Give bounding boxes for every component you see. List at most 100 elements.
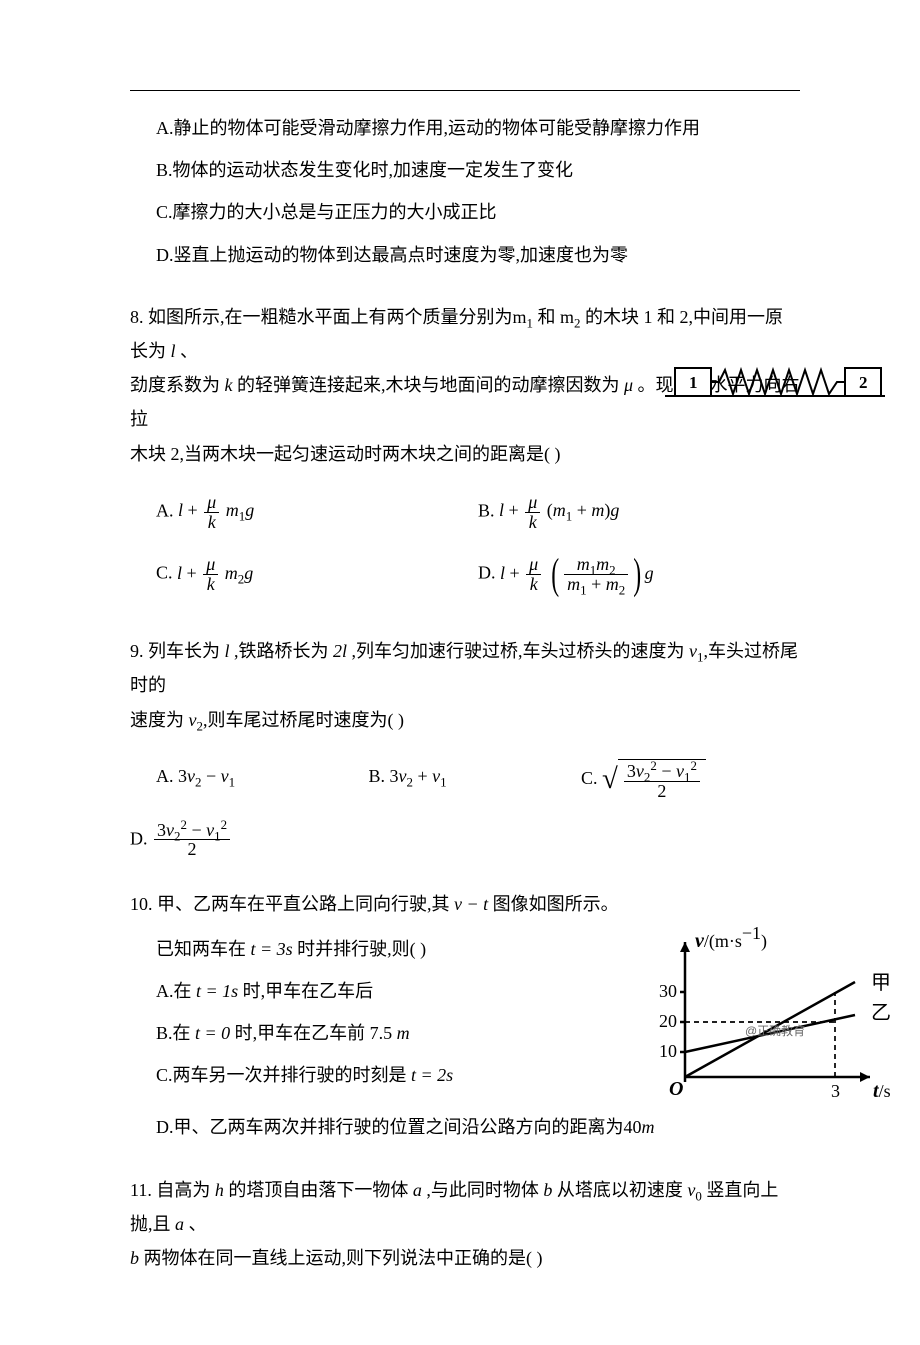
question-9: 9. 列车长为 l ,铁路桥长为 2l ,列车匀加速行驶过桥,车头过桥头的速度为…	[130, 634, 800, 859]
q8-text4: 劲度系数为	[130, 375, 220, 395]
t: C.两车另一次并排行驶的时刻是	[156, 1065, 407, 1085]
t: A.在	[156, 981, 192, 1001]
m2-base: m	[560, 307, 574, 327]
q9-option-b: B. 3v2 + v1	[369, 759, 582, 801]
lead: B.	[369, 766, 390, 786]
x3: 3	[831, 1081, 840, 1101]
lead: D.	[130, 828, 152, 848]
box1-label: 1	[689, 373, 698, 392]
q8-m2: m2	[560, 307, 581, 327]
q8-and: 和	[533, 307, 560, 327]
lead: A.	[156, 766, 178, 786]
lead: C.	[156, 563, 177, 583]
q8-text: 如图所示,在一粗糙水平面上有两个质量分别为	[144, 307, 513, 327]
lead: B.	[478, 500, 499, 520]
b: b	[539, 1180, 557, 1200]
a2: a	[171, 1214, 189, 1234]
d: 40	[624, 1117, 642, 1137]
expr: 3v2 − v1	[178, 766, 235, 786]
l: l	[220, 641, 234, 661]
q8-text5: 的轻弹簧连接起来,木块与地面间的动摩擦因数为	[237, 375, 620, 395]
q11-stem: 11. 自高为 h 的塔顶自由落下一物体 a ,与此同时物体 b 从塔底以初速度…	[130, 1173, 800, 1276]
xl-u: /s	[879, 1081, 891, 1101]
q9-option-a: A. 3v2 − v1	[156, 759, 369, 801]
q8-l: l	[166, 341, 180, 361]
expr: 3v22 − v12 2	[152, 828, 232, 848]
yl-u: /(m·s	[704, 931, 742, 952]
q7-option-a: A.静止的物体可能受滑动摩擦力作用,运动的物体可能受静摩擦力作用	[156, 111, 800, 145]
y30: 30	[659, 981, 677, 1001]
q8-text3: 、	[180, 341, 198, 361]
a: a	[408, 1180, 426, 1200]
q8-mu: μ	[620, 375, 638, 395]
question-10: 10. 甲、乙两车在平直公路上同向行驶,其 v − t 图像如图所示。 已知两车…	[130, 887, 800, 1144]
spring-diagram: 1 2	[665, 360, 885, 400]
t: t = 1s	[192, 981, 243, 1001]
question-11: 11. 自高为 h 的塔顶自由落下一物体 a ,与此同时物体 b 从塔底以初速度…	[130, 1173, 800, 1276]
box2-label: 2	[859, 373, 868, 392]
m1-base: m	[513, 307, 527, 327]
question-8: 8. 如图所示,在一粗糙水平面上有两个质量分别为m1 和 m2 的木块 1 和 …	[130, 300, 800, 607]
t: t = 2s	[407, 1065, 454, 1085]
t: ,铁路桥长为	[234, 641, 329, 661]
d: 7.5	[370, 1023, 393, 1043]
lead: A.	[156, 500, 178, 520]
t: 、	[189, 1214, 207, 1234]
t: D.甲、乙两车两次并排行驶的位置之间沿公路方向的距离为	[156, 1117, 624, 1137]
t: 时并排行驶,则( )	[297, 939, 426, 959]
yl-e: −1	[742, 923, 761, 943]
b: v	[683, 1180, 696, 1200]
t: ,列车匀加速行驶过桥,车头过桥头的速度为	[352, 641, 685, 661]
q9-stem: 9. 列车长为 l ,铁路桥长为 2l ,列车匀加速行驶过桥,车头过桥头的速度为…	[130, 634, 800, 737]
q8-text7: 木块 2,当两木块一起匀速运动时两木块之间的距离是( )	[130, 444, 561, 464]
watermark: @正确教育	[745, 1023, 805, 1038]
expr: 3v2 + v1	[390, 766, 447, 786]
label-jia: 甲	[871, 972, 891, 994]
h: h	[210, 1180, 228, 1200]
y20: 20	[659, 1011, 677, 1031]
m: m	[642, 1117, 655, 1137]
q8-m1: m1	[513, 307, 534, 327]
t: 从塔底以初速度	[557, 1180, 683, 1200]
q8-option-d: D. l + μk ( m1m2 m1 + m2 )g	[478, 555, 800, 594]
q8-options: A. l + μk m1g B. l + μk (m1 + m)g C. l	[156, 481, 800, 607]
expr: l + μk (m1 + m)g	[499, 500, 619, 520]
t: 已知两车在	[156, 939, 246, 959]
physics-exam-page: A.静止的物体可能受滑动摩擦力作用,运动的物体可能受静摩擦力作用 B.物体的运动…	[0, 0, 920, 1345]
t: B.在	[156, 1023, 191, 1043]
svg-text:t/s: t/s	[873, 1080, 891, 1102]
t: t = 0	[191, 1023, 235, 1043]
origin: O	[669, 1078, 683, 1100]
t: 两物体在同一直线上运动,则下列说法中正确的是( )	[144, 1248, 543, 1268]
q8-option-c: C. l + μk m2g	[156, 555, 478, 594]
label-yi: 乙	[871, 1002, 891, 1024]
t: ,与此同时物体	[426, 1180, 539, 1200]
expr: l + μk ( m1m2 m1 + m2 )g	[500, 563, 654, 583]
t: 速度为	[130, 710, 184, 730]
lead: D.	[478, 563, 500, 583]
lead: C.	[581, 768, 602, 788]
expr: l + μk m2g	[177, 563, 253, 583]
t3: t = 3s	[246, 939, 297, 959]
svg-text:v/(m·s−1): v/(m·s−1)	[695, 923, 767, 952]
q9-options-row1: A. 3v2 − v1 B. 3v2 + v1 C. √ 3v22 − v12 …	[156, 747, 800, 813]
b2: b	[130, 1248, 144, 1268]
q8-option-b: B. l + μk (m1 + m)g	[478, 493, 800, 532]
v0: v0	[683, 1180, 702, 1200]
q9-option-d: D. 3v22 − v12 2	[130, 821, 800, 860]
q11-number: 11.	[130, 1180, 152, 1200]
q8-option-a: A. l + μk m1g	[156, 493, 478, 532]
t: ,则车尾过桥尾时速度为( )	[203, 710, 404, 730]
b: v	[184, 710, 197, 730]
expr: l + μk m1g	[178, 500, 254, 520]
v1: v1	[685, 641, 704, 661]
b: v	[685, 641, 698, 661]
t: 列车长为	[144, 641, 221, 661]
t: 自高为	[152, 1180, 211, 1200]
v2: v2	[184, 710, 203, 730]
q7-option-b: B.物体的运动状态发生变化时,加速度一定发生了变化	[156, 153, 800, 187]
vt: v − t	[450, 894, 493, 914]
q7-option-d: D.竖直上抛运动的物体到达最高点时速度为零,加速度也为零	[156, 238, 800, 272]
q8-number: 8.	[130, 307, 144, 327]
q9-number: 9.	[130, 641, 144, 661]
